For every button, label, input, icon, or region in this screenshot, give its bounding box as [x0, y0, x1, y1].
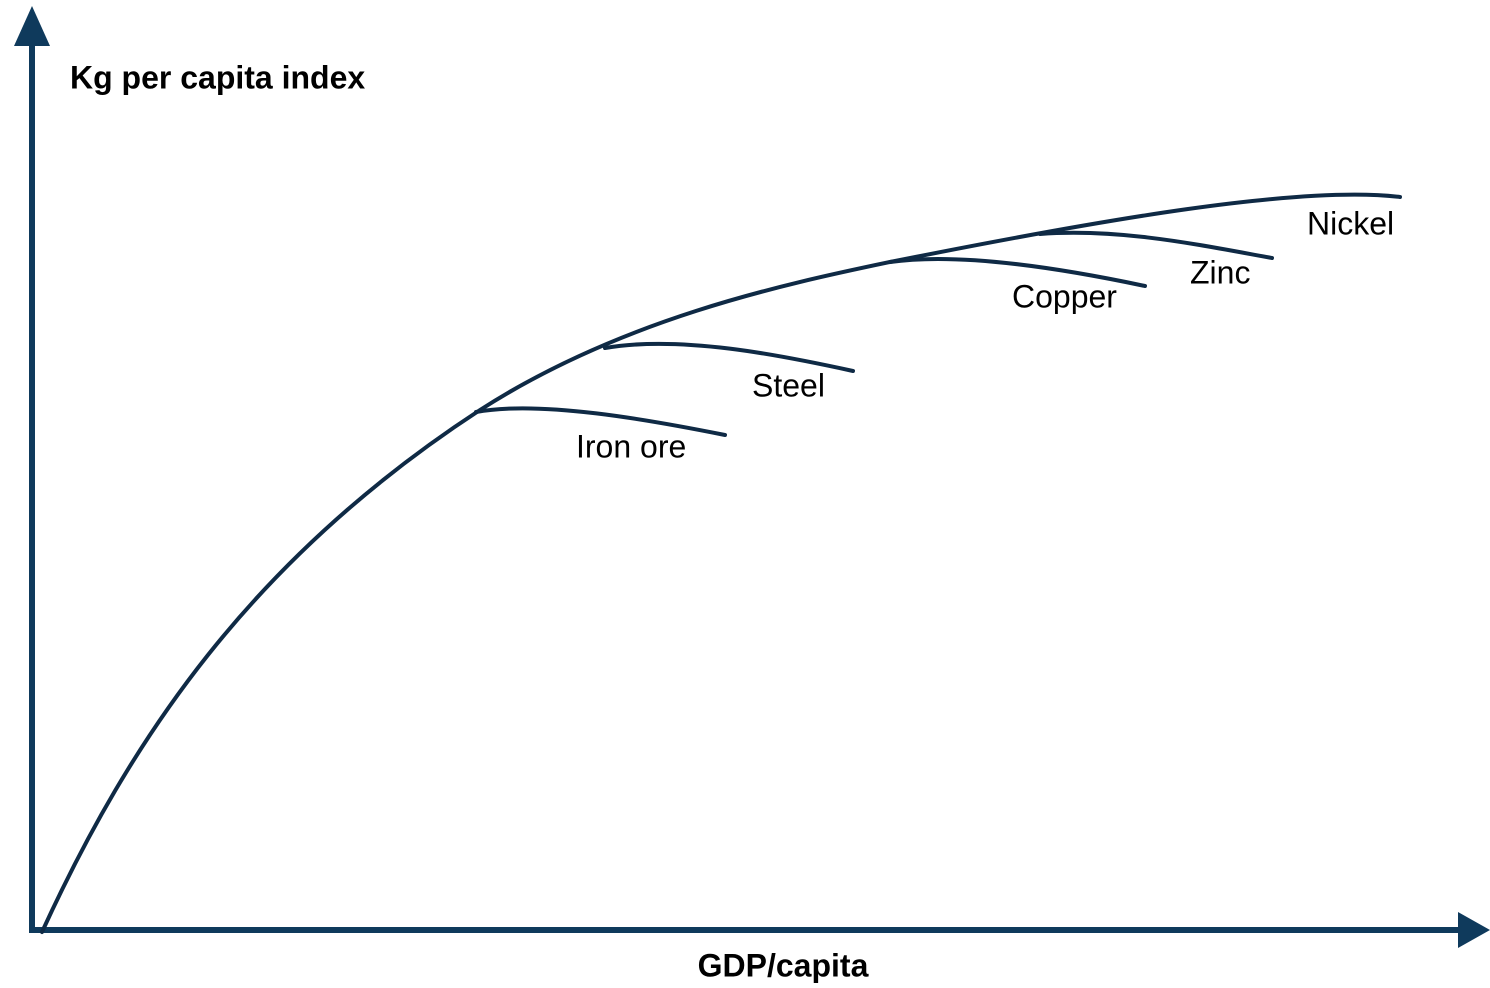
zinc-curve [1038, 230, 1274, 260]
curve-label: Copper [1012, 278, 1117, 314]
y-axis-arrow [14, 6, 50, 46]
curve-label: Zinc [1190, 254, 1250, 290]
main-curve [40, 192, 1402, 934]
curve-label: Nickel [1307, 205, 1394, 241]
steel-curve [603, 341, 855, 373]
copper-curve [888, 256, 1147, 288]
x-axis-arrow [1458, 912, 1490, 948]
x-axis-label: GDP/capita [698, 947, 869, 983]
y-axis-label: Kg per capita index [70, 59, 365, 95]
iron-ore-curve [474, 406, 727, 437]
curve-label: Iron ore [576, 428, 686, 464]
curve-label: Steel [752, 367, 825, 403]
